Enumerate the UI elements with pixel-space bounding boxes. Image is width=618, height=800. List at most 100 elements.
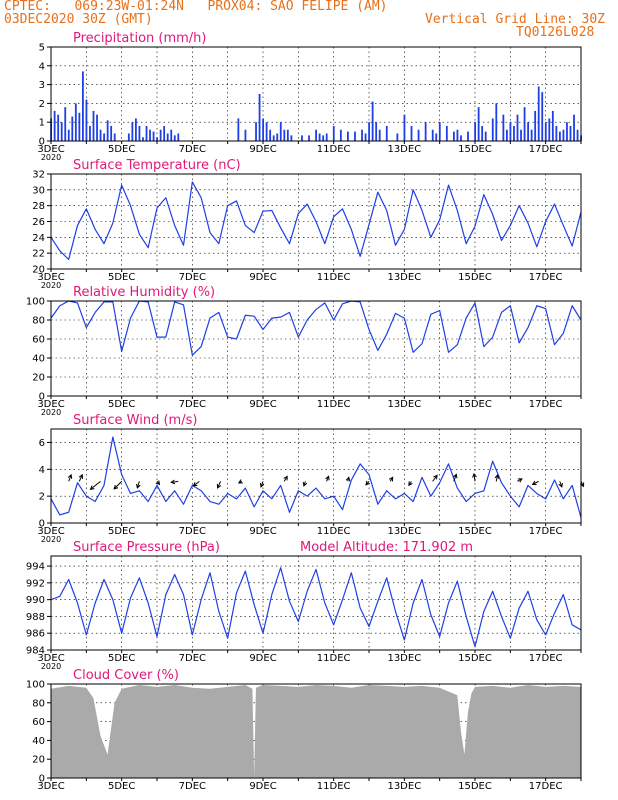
x-tick-label: 5DEC [108,144,135,155]
wind-vector [495,474,499,482]
chart-wind: 0 2 4 6 3DEC 5DEC 7DEC 9DEC 11DEC 13DEC 15DEC 17DEC… [37,413,585,544]
x-tick-label: 15DEC [458,144,492,155]
header-run-code: TQ0126L028 [516,25,595,40]
precip-bar [96,114,98,141]
precip-bar [163,125,166,141]
precip-bar [67,129,70,141]
y-tick-label: 32 [32,170,45,181]
precip-bar [269,129,272,141]
precip-bar [403,114,406,141]
y-tick-label: 40 [32,354,45,365]
precip-bar [265,122,268,141]
x-tick-label: 5DEC [108,653,135,664]
wind-vector [453,474,457,482]
precip-bar [559,131,561,141]
year-label: 2020 [41,535,61,544]
precip-bar [354,131,356,141]
wind-vector-head [388,476,394,482]
precip-bar [371,101,374,141]
x-tick-label: 13DEC [387,399,421,410]
precip-bar [491,118,494,141]
y-tick-label: 992 [26,578,45,589]
precip-bar [537,86,540,141]
precip-bar [509,122,512,141]
x-tick-label: 5DEC [108,781,135,792]
precip-bar [283,129,286,141]
precip-bar [548,118,551,141]
x-tick-label: 11DEC [317,653,351,664]
x-tick-label: 5DEC [108,399,135,410]
chart-frame [50,555,582,651]
precip-bar [396,133,399,141]
x-tick-label: 15DEC [458,653,492,664]
year-label: 2020 [41,662,61,671]
x-tick-label: 3DEC [37,399,64,410]
wind-vector-head [325,475,330,481]
precip-bar [173,135,176,141]
precip-bar [78,112,81,141]
y-tick-label: 0 [39,137,45,148]
x-tick-label: 17DEC [529,144,563,155]
y-tick-label: 0 [39,519,45,530]
precip-bar [484,131,487,141]
precip-bar [57,114,60,141]
x-tick-label: 9DEC [249,781,276,792]
x-tick-label: 5DEC [108,272,135,283]
precip-bar [103,133,105,141]
precip-bar [506,129,508,141]
x-tick-label: 11DEC [317,781,351,792]
wind-vector [113,481,123,490]
wind-vector-head [283,475,288,481]
precip-bar [113,133,116,141]
y-tick-label: 988 [26,612,45,623]
pres-series-line [50,567,582,648]
precip-bar [513,125,515,141]
precip-bar [474,122,476,141]
precip-bar [424,122,427,141]
precip-bar [544,122,547,141]
x-tick-label: 3DEC [37,781,64,792]
wind-vector-head [216,483,222,489]
wind-vector-head [494,473,500,479]
precip-bar [64,107,67,141]
y-tick-label: 2 [39,99,45,110]
temp-series-line [50,181,582,261]
cloud-area [51,684,581,778]
precip-bar [318,133,321,141]
y-tick-label: 100 [26,680,45,691]
chart-title: Precipitation (mm/h) [73,31,206,46]
precip-bar [131,122,134,141]
year-label: 2020 [41,281,61,290]
precip-bar [361,129,363,141]
y-tick-label: 20 [32,373,45,384]
precip-bar [566,122,568,141]
x-tick-label: 13DEC [387,781,421,792]
precip-bar [495,103,498,141]
y-tick-label: 60 [32,335,45,346]
chart-rh: 0 20 40 60 80 100 3DEC 5DEC 7DEC 9DEC 11DEC 13DEC 15… [26,285,582,417]
wind-vector-head [558,482,563,488]
x-tick-label: 11DEC [317,399,351,410]
precip-bar [71,116,74,141]
precip-bar [562,129,565,141]
y-tick-label: 80 [32,316,45,327]
wind-vector-head [78,473,84,479]
precip-bar [410,125,413,141]
precip-bar [60,122,63,141]
x-tick-label: 7DEC [179,781,206,792]
x-tick-label: 9DEC [249,144,276,155]
precip-bar [555,125,558,141]
y-tick-label: 40 [32,736,45,747]
y-tick-label: 28 [32,201,45,212]
y-tick-label: 24 [32,233,45,244]
x-tick-label: 7DEC [179,144,206,155]
y-tick-label: 5 [39,43,45,54]
x-tick-label: 17DEC [529,526,563,537]
x-tick-label: 3DEC [37,526,64,537]
wind-vector-head [517,478,523,483]
precip-bar [106,120,109,141]
precip-bar [237,118,240,141]
x-tick-label: 15DEC [458,781,492,792]
